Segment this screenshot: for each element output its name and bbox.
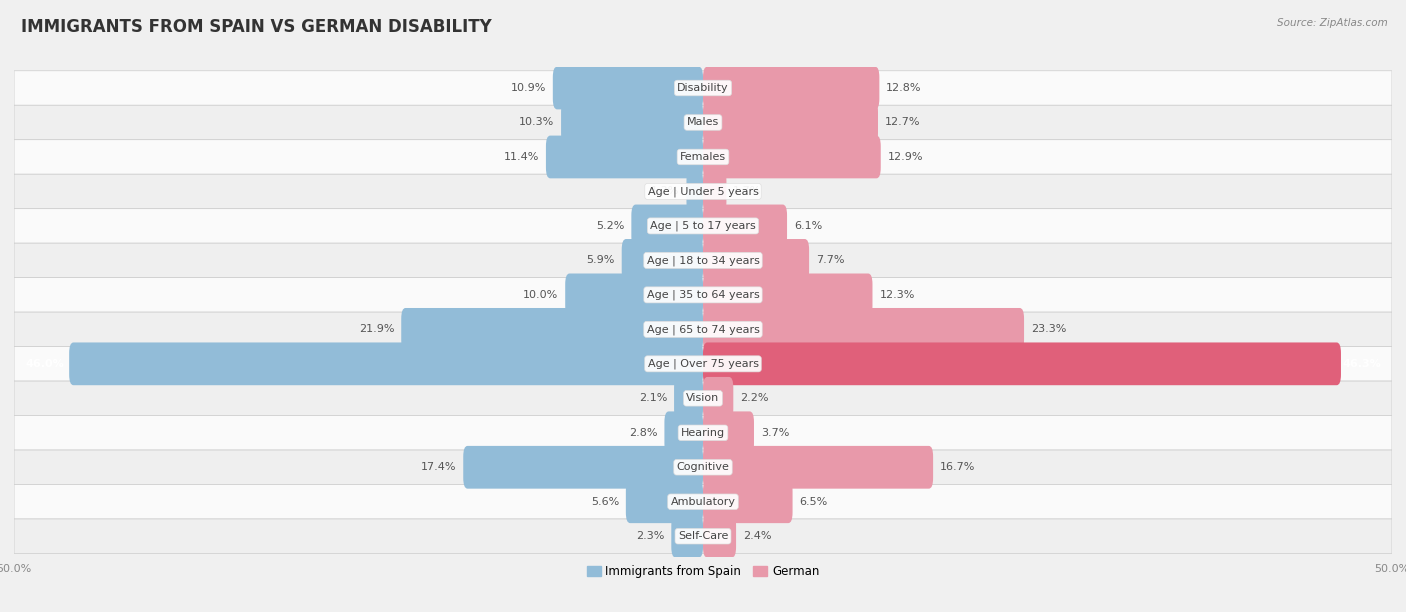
Text: 7.7%: 7.7% bbox=[815, 255, 845, 266]
Text: 3.7%: 3.7% bbox=[761, 428, 789, 438]
FancyBboxPatch shape bbox=[565, 274, 703, 316]
FancyBboxPatch shape bbox=[14, 278, 1392, 312]
FancyBboxPatch shape bbox=[703, 170, 727, 213]
FancyBboxPatch shape bbox=[69, 343, 703, 385]
FancyBboxPatch shape bbox=[626, 480, 703, 523]
Text: 2.4%: 2.4% bbox=[742, 531, 772, 541]
FancyBboxPatch shape bbox=[703, 411, 754, 454]
Text: 23.3%: 23.3% bbox=[1031, 324, 1066, 334]
Text: 10.9%: 10.9% bbox=[510, 83, 546, 93]
Text: 6.1%: 6.1% bbox=[794, 221, 823, 231]
Text: 6.5%: 6.5% bbox=[800, 497, 828, 507]
FancyBboxPatch shape bbox=[463, 446, 703, 488]
FancyBboxPatch shape bbox=[14, 416, 1392, 450]
FancyBboxPatch shape bbox=[14, 485, 1392, 519]
FancyBboxPatch shape bbox=[14, 312, 1392, 346]
Text: 5.9%: 5.9% bbox=[586, 255, 614, 266]
Legend: Immigrants from Spain, German: Immigrants from Spain, German bbox=[582, 561, 824, 583]
FancyBboxPatch shape bbox=[14, 105, 1392, 140]
Text: 12.9%: 12.9% bbox=[887, 152, 924, 162]
Text: Vision: Vision bbox=[686, 394, 720, 403]
FancyBboxPatch shape bbox=[553, 67, 703, 110]
Text: 5.6%: 5.6% bbox=[591, 497, 619, 507]
FancyBboxPatch shape bbox=[14, 174, 1392, 209]
FancyBboxPatch shape bbox=[703, 67, 879, 110]
FancyBboxPatch shape bbox=[631, 204, 703, 247]
Text: 46.3%: 46.3% bbox=[1343, 359, 1381, 369]
FancyBboxPatch shape bbox=[703, 308, 1024, 351]
FancyBboxPatch shape bbox=[14, 519, 1392, 553]
FancyBboxPatch shape bbox=[703, 343, 1341, 385]
Text: 2.3%: 2.3% bbox=[636, 531, 665, 541]
FancyBboxPatch shape bbox=[14, 243, 1392, 278]
FancyBboxPatch shape bbox=[14, 71, 1392, 105]
FancyBboxPatch shape bbox=[665, 411, 703, 454]
FancyBboxPatch shape bbox=[673, 377, 703, 420]
Text: 12.3%: 12.3% bbox=[879, 290, 915, 300]
Text: 10.0%: 10.0% bbox=[523, 290, 558, 300]
Text: Age | Over 75 years: Age | Over 75 years bbox=[648, 359, 758, 369]
FancyBboxPatch shape bbox=[703, 515, 737, 558]
FancyBboxPatch shape bbox=[703, 480, 793, 523]
Text: 46.0%: 46.0% bbox=[25, 359, 63, 369]
Text: Cognitive: Cognitive bbox=[676, 462, 730, 472]
FancyBboxPatch shape bbox=[703, 101, 877, 144]
FancyBboxPatch shape bbox=[401, 308, 703, 351]
Text: Age | 18 to 34 years: Age | 18 to 34 years bbox=[647, 255, 759, 266]
Text: 1.2%: 1.2% bbox=[651, 187, 679, 196]
Text: 12.7%: 12.7% bbox=[884, 118, 921, 127]
Text: Age | Under 5 years: Age | Under 5 years bbox=[648, 186, 758, 196]
Text: 12.8%: 12.8% bbox=[886, 83, 922, 93]
Text: Ambulatory: Ambulatory bbox=[671, 497, 735, 507]
FancyBboxPatch shape bbox=[14, 140, 1392, 174]
FancyBboxPatch shape bbox=[671, 515, 703, 558]
Text: 17.4%: 17.4% bbox=[420, 462, 457, 472]
FancyBboxPatch shape bbox=[703, 274, 873, 316]
FancyBboxPatch shape bbox=[14, 346, 1392, 381]
Text: 21.9%: 21.9% bbox=[359, 324, 394, 334]
Text: 11.4%: 11.4% bbox=[503, 152, 538, 162]
FancyBboxPatch shape bbox=[14, 209, 1392, 243]
FancyBboxPatch shape bbox=[14, 450, 1392, 485]
Text: Self-Care: Self-Care bbox=[678, 531, 728, 541]
Text: 1.7%: 1.7% bbox=[734, 187, 762, 196]
FancyBboxPatch shape bbox=[546, 136, 703, 178]
Text: Age | 65 to 74 years: Age | 65 to 74 years bbox=[647, 324, 759, 335]
Text: Males: Males bbox=[688, 118, 718, 127]
Text: 2.1%: 2.1% bbox=[638, 394, 668, 403]
Text: 10.3%: 10.3% bbox=[519, 118, 554, 127]
FancyBboxPatch shape bbox=[686, 170, 703, 213]
Text: IMMIGRANTS FROM SPAIN VS GERMAN DISABILITY: IMMIGRANTS FROM SPAIN VS GERMAN DISABILI… bbox=[21, 18, 492, 36]
Text: Disability: Disability bbox=[678, 83, 728, 93]
FancyBboxPatch shape bbox=[703, 136, 880, 178]
FancyBboxPatch shape bbox=[621, 239, 703, 282]
Text: 16.7%: 16.7% bbox=[941, 462, 976, 472]
FancyBboxPatch shape bbox=[14, 381, 1392, 416]
FancyBboxPatch shape bbox=[703, 446, 934, 488]
Text: Females: Females bbox=[681, 152, 725, 162]
Text: Age | 5 to 17 years: Age | 5 to 17 years bbox=[650, 221, 756, 231]
Text: 2.2%: 2.2% bbox=[740, 394, 769, 403]
Text: Source: ZipAtlas.com: Source: ZipAtlas.com bbox=[1277, 18, 1388, 28]
Text: Hearing: Hearing bbox=[681, 428, 725, 438]
Text: 5.2%: 5.2% bbox=[596, 221, 624, 231]
Text: 2.8%: 2.8% bbox=[628, 428, 658, 438]
FancyBboxPatch shape bbox=[703, 204, 787, 247]
FancyBboxPatch shape bbox=[561, 101, 703, 144]
Text: Age | 35 to 64 years: Age | 35 to 64 years bbox=[647, 289, 759, 300]
FancyBboxPatch shape bbox=[703, 239, 808, 282]
FancyBboxPatch shape bbox=[703, 377, 734, 420]
